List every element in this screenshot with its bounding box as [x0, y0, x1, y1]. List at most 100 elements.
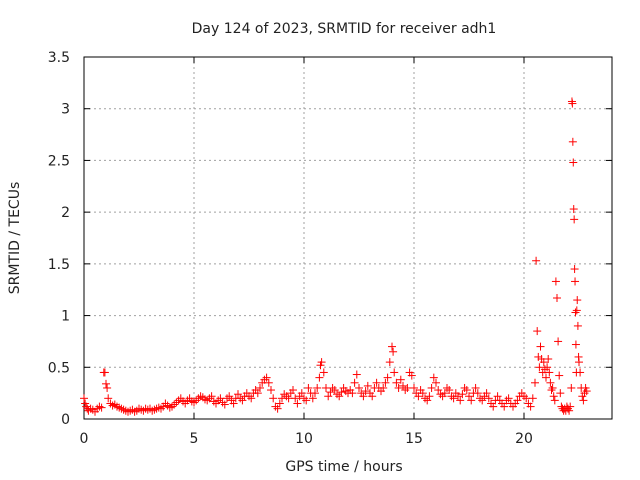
data-point [460, 383, 469, 392]
y-tick-label: 0 [61, 412, 70, 428]
data-point [399, 381, 407, 390]
y-tick-label: 0.5 [48, 360, 70, 376]
data-point [528, 394, 537, 403]
data-point [293, 399, 302, 408]
data-point [302, 396, 311, 405]
data-point [542, 373, 550, 382]
data-point [236, 394, 245, 403]
y-tick-label: 1.5 [48, 257, 70, 273]
data-point [128, 405, 137, 414]
data-point [569, 205, 578, 214]
data-point [103, 383, 112, 392]
data-point [547, 386, 556, 395]
data-point [421, 394, 429, 403]
x-tick-label: 0 [80, 431, 89, 447]
data-point [418, 389, 427, 398]
data-point [247, 394, 256, 403]
data-point [550, 396, 559, 405]
y-tick-label: 3.5 [48, 50, 70, 66]
data-point [449, 394, 458, 403]
tick-layer [83, 56, 612, 420]
data-point [576, 368, 585, 377]
data-point [238, 396, 247, 405]
data-point [571, 308, 580, 317]
data-point [410, 383, 418, 392]
data-point [546, 378, 555, 387]
data-point [473, 389, 482, 398]
data-point [556, 389, 565, 398]
data-point [568, 99, 577, 108]
data-point [324, 392, 333, 401]
data-point [535, 363, 544, 372]
data-point [234, 390, 242, 399]
data-point [440, 389, 449, 398]
data-point [300, 394, 308, 403]
data-point [429, 373, 438, 382]
data-point [84, 406, 93, 415]
data-point [379, 383, 388, 392]
data-point [467, 396, 476, 405]
data-point [388, 342, 396, 351]
data-point [456, 396, 465, 405]
grid-layer [84, 57, 612, 419]
data-point [385, 358, 394, 367]
data-point [569, 158, 578, 167]
data-point [229, 399, 238, 408]
data-point [253, 389, 262, 398]
data-point [297, 389, 306, 398]
data-point [100, 368, 109, 377]
data-point [476, 394, 484, 403]
x-tick-label: 5 [190, 431, 199, 447]
x-tick-labels: 0 5 10 15 20 [80, 431, 533, 447]
data-point [401, 386, 410, 395]
data-point [554, 337, 563, 346]
data-point [462, 386, 471, 395]
data-point [102, 379, 110, 388]
data-point [264, 378, 273, 387]
data-point [570, 215, 579, 224]
data-point [551, 277, 560, 286]
data-point [423, 396, 432, 405]
data-point [436, 390, 445, 399]
plot-frame [83, 56, 613, 420]
data-point [579, 396, 588, 405]
data-point [548, 383, 557, 392]
data-point [458, 390, 467, 399]
data-point [533, 327, 542, 336]
data-point [108, 401, 117, 410]
data-point [555, 371, 564, 380]
data-point [471, 383, 480, 392]
data-point [361, 387, 370, 396]
data-point [326, 388, 335, 397]
data-point [489, 402, 498, 411]
data-point [414, 392, 423, 401]
data-point [333, 390, 341, 399]
data-point [207, 392, 216, 401]
data-point [566, 402, 575, 411]
y-axis-label: SRMTID / TECUs [7, 182, 23, 295]
data-point [493, 392, 502, 401]
data-point [313, 383, 322, 392]
data-point [434, 386, 443, 395]
data-point [220, 400, 229, 409]
data-point [573, 321, 582, 330]
x-tick-label: 10 [295, 431, 313, 447]
data-point [567, 383, 576, 392]
data-point [337, 388, 346, 397]
data-point [304, 383, 313, 392]
data-point [425, 392, 434, 401]
data-point [172, 398, 181, 407]
data-point [330, 386, 339, 395]
data-point [104, 394, 113, 403]
data-point [396, 375, 405, 384]
data-point [536, 342, 545, 351]
data-point [225, 392, 234, 401]
data-point [355, 383, 363, 392]
data-point [545, 368, 554, 377]
data-point [565, 406, 574, 415]
x-tick-label: 15 [405, 431, 423, 447]
data-point [539, 358, 548, 367]
data-point [289, 386, 297, 395]
data-point [262, 373, 271, 382]
data-point [531, 378, 539, 387]
